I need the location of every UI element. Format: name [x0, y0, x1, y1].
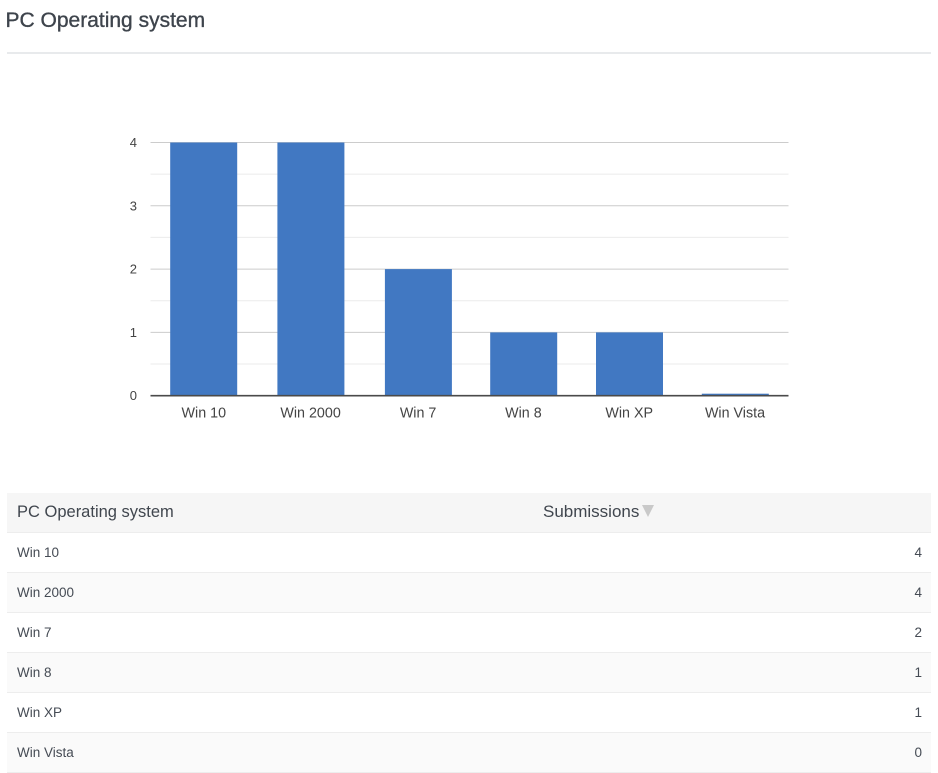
svg-text:1: 1: [130, 325, 137, 340]
svg-text:Win Vista: Win Vista: [705, 406, 765, 422]
svg-text:Win 7: Win 7: [400, 406, 437, 422]
svg-text:4: 4: [130, 135, 137, 150]
svg-text:Win XP: Win XP: [605, 406, 653, 422]
svg-text:0: 0: [130, 388, 137, 403]
svg-text:Win 8: Win 8: [505, 406, 542, 422]
svg-text:Win 10: Win 10: [182, 406, 227, 422]
svg-text:3: 3: [130, 198, 137, 213]
svg-text:Win 2000: Win 2000: [280, 406, 340, 422]
svg-text:2: 2: [130, 262, 137, 277]
